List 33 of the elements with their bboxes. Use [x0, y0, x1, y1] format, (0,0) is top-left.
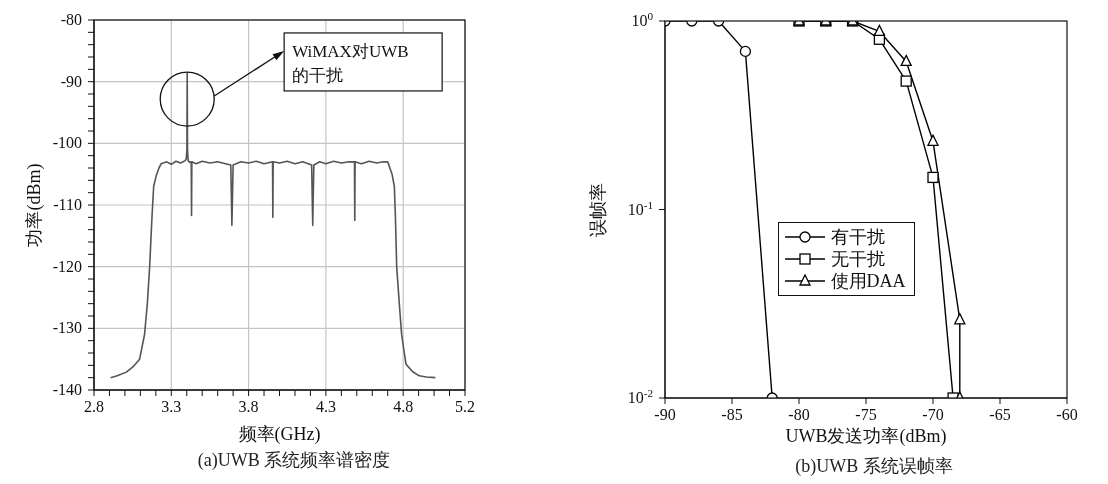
y-tick-label: 10$^{-1}$	[627, 198, 653, 218]
y-tick-label: -140	[52, 381, 82, 398]
x-tick-label: -85	[721, 406, 743, 423]
y-axis-title: 误帧率	[588, 182, 609, 237]
x-tick-label: -80	[788, 406, 810, 423]
text: (a)UWB 系统频率谱密度	[196, 449, 392, 472]
x-axis-title: UWB发送功率(dBm)	[785, 426, 947, 447]
x-tick-label: 4.3	[315, 398, 336, 415]
y-tick-label: -100	[52, 134, 82, 152]
x-tick-label: 5.2	[455, 398, 475, 415]
y-tick-label: 10$^{-2}$	[627, 387, 653, 406]
y-axis-title: 功率(dBm)	[24, 163, 46, 247]
x-tick-label: -65	[989, 406, 1011, 423]
x-tick-label: -75	[855, 406, 877, 423]
text: (b)UWB 系统误帧率	[794, 455, 954, 478]
legend-label: 使用DAA	[830, 270, 906, 294]
legend-label: 无干扰	[830, 248, 885, 272]
x-tick-label: 3.8	[238, 398, 259, 415]
x-tick-label: -90	[654, 406, 676, 423]
annotation: WiMAX对UWB 的干扰	[292, 41, 409, 85]
y-tick-label: -120	[52, 257, 82, 275]
y-tick-label: 10$^{0}$	[631, 10, 654, 29]
y-tick-label: -80	[60, 11, 82, 28]
legend-label: 有干扰	[830, 226, 885, 250]
y-tick-label: -110	[53, 196, 82, 213]
x-axis-title: 频率(GHz)	[238, 424, 321, 445]
x-tick-label: 2.8	[84, 398, 104, 415]
x-tick-label: 3.3	[161, 398, 182, 415]
x-tick-label: -60	[1056, 406, 1078, 423]
y-tick-label: -90	[60, 72, 82, 90]
x-tick-label: -70	[922, 406, 944, 423]
x-tick-label: 4.8	[393, 398, 414, 415]
y-tick-label: -130	[52, 319, 82, 337]
